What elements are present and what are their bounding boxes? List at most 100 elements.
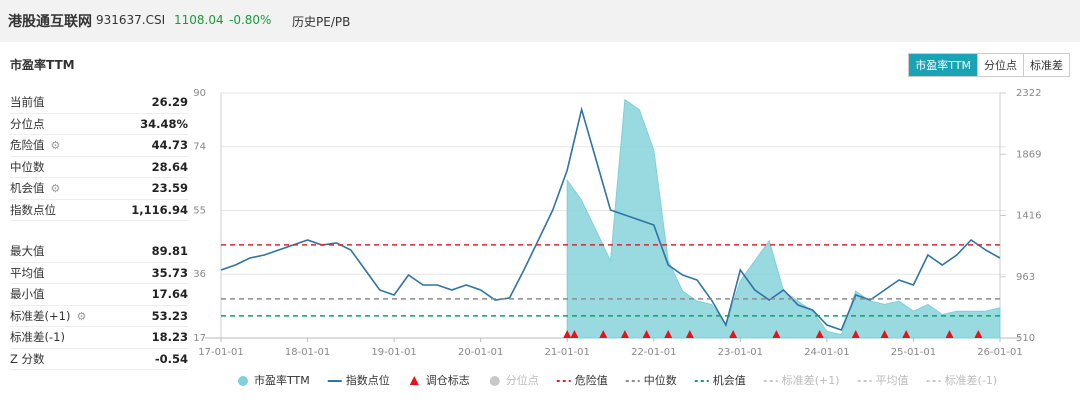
legend-item[interactable]: 中位数	[625, 373, 677, 387]
stats-row: 中位数 28.64	[10, 157, 188, 178]
stats-label-text: 最大值	[10, 244, 45, 258]
stats-row: 最小值 17.64	[10, 284, 188, 306]
y-tick-label: 55	[193, 205, 206, 216]
rebalance-marker	[945, 330, 954, 338]
stats-value: 35.73	[151, 265, 188, 280]
stats-row: 分位点 34.48%	[10, 114, 188, 135]
legend-label: 平均值	[876, 374, 909, 387]
stats-value: 26.29	[151, 95, 188, 109]
legend-item[interactable]: 调仓标志	[409, 373, 470, 387]
stats-row: 当前值 26.29	[10, 92, 188, 114]
gear-icon[interactable]: ⚙	[50, 182, 61, 195]
pe-area	[566, 98, 1001, 339]
x-tick-label: 22-01-01	[631, 347, 676, 358]
stats-label-text: 最小值	[10, 287, 45, 301]
rebalance-marker	[570, 330, 579, 338]
stats-label-text: 指数点位	[10, 202, 56, 217]
legend-item[interactable]: 平均值	[857, 374, 909, 387]
stats-value: 28.64	[151, 159, 188, 174]
legend-label: 分位点	[506, 373, 539, 387]
stats-label: 机会值 ⚙	[10, 178, 60, 199]
y2-tick-label: 1416	[1016, 211, 1041, 222]
legend-item[interactable]: 标准差(-1)	[926, 373, 998, 387]
page-tab[interactable]: 历史PE/PB	[292, 15, 351, 29]
header: 港股通互联网 931637.CSI 1108.04 -0.80% 历史PE/PB	[0, 0, 1080, 42]
stats-row: 标准差(+1) ⚙ 53.23	[10, 306, 188, 327]
rebalance-marker	[729, 330, 738, 338]
stats-value: 17.64	[151, 287, 188, 301]
index-title: 港股通互联网	[8, 14, 92, 30]
stats-label: 标准差(+1) ⚙	[10, 306, 86, 327]
gear-icon[interactable]: ⚙	[76, 309, 87, 323]
metric-buttons: 市盈率TTM 分位点 标准差	[908, 53, 1070, 77]
stats-value: 89.81	[151, 244, 188, 258]
stats-value: -0.54	[154, 351, 188, 366]
rebalance-marker	[685, 330, 694, 338]
legend-item[interactable]: 机会值	[694, 373, 746, 387]
stats-value: 44.73	[151, 138, 188, 152]
section-title: 市盈率TTM	[10, 58, 75, 72]
stats-value: 1,116.94	[131, 202, 188, 217]
index-price: 1108.04	[174, 13, 224, 27]
stats-label: 平均值	[10, 263, 45, 284]
rebalance-marker	[851, 330, 860, 338]
y-tick-label: 17	[193, 333, 206, 344]
rebalance-marker	[772, 330, 781, 338]
stats-label-text: 当前值	[10, 95, 45, 109]
index-change: -0.80%	[229, 13, 272, 27]
legend-swatch	[238, 376, 248, 386]
stats-label: 中位数	[10, 157, 45, 178]
stats-value: 53.23	[151, 308, 188, 323]
stats-row: 标准差(-1) 18.23	[10, 327, 188, 349]
stats-label: 标准差(-1)	[10, 327, 65, 348]
stats-label-text: 标准差(+1)	[10, 308, 71, 323]
stats-label: 最大值	[10, 241, 45, 262]
x-tick-label: 25-01-01	[891, 347, 936, 358]
legend-label: 中位数	[644, 373, 677, 387]
y2-tick-label: 1869	[1016, 149, 1041, 160]
rebalance-marker	[620, 330, 629, 338]
legend-label: 标准差(+1)	[782, 373, 840, 387]
y2-tick-label: 510	[1016, 333, 1035, 344]
stats-row: 危险值 ⚙ 44.73	[10, 135, 188, 157]
stats-label-text: 分位点	[10, 116, 45, 131]
x-tick-label: 17-01-01	[198, 347, 243, 358]
y-tick-label: 36	[193, 269, 206, 280]
legend-label: 指数点位	[346, 373, 390, 387]
stats-label-text: 中位数	[10, 159, 45, 174]
legend-item[interactable]: 危险值	[556, 373, 608, 387]
stats-row: 指数点位 1,116.94	[10, 200, 188, 221]
stats-label: 分位点	[10, 114, 45, 135]
x-tick-label: 19-01-01	[371, 347, 416, 358]
legend-item[interactable]: 标准差(+1)	[763, 373, 840, 387]
stats-label-text: 标准差(-1)	[10, 330, 65, 344]
y-tick-label: 74	[193, 142, 206, 153]
stats-row: 最大值 89.81	[10, 241, 188, 263]
legend-item[interactable]: 市盈率TTM	[238, 373, 310, 387]
stats-label-text: 机会值	[10, 181, 45, 195]
stats-label: Z 分数	[10, 349, 45, 370]
gear-icon[interactable]: ⚙	[50, 139, 61, 152]
stats-value: 18.23	[151, 330, 188, 344]
metric-button[interactable]: 市盈率TTM	[909, 54, 977, 76]
stats-label: 指数点位	[10, 200, 56, 221]
legend-label: 机会值	[713, 373, 746, 387]
x-tick-label: 24-01-01	[804, 347, 849, 358]
legend-swatch	[409, 376, 419, 385]
stats-value: 23.59	[151, 181, 188, 195]
legend-item[interactable]: 指数点位	[327, 373, 390, 387]
stats-row: Z 分数 -0.54	[10, 349, 188, 370]
legend-item[interactable]: 分位点	[489, 373, 539, 387]
legend-label: 危险值	[575, 373, 608, 387]
y2-tick-label: 2322	[1016, 88, 1041, 99]
metric-button[interactable]: 分位点	[977, 54, 1023, 76]
stats-label: 当前值	[10, 92, 45, 113]
stats-label-text: 危险值	[10, 138, 45, 152]
rebalance-marker	[880, 330, 889, 338]
rebalance-marker	[974, 330, 983, 338]
x-tick-label: 26-01-01	[977, 347, 1022, 358]
legend-label: 调仓标志	[426, 373, 470, 387]
legend-label: 市盈率TTM	[254, 373, 310, 387]
metric-button[interactable]: 标准差	[1023, 54, 1069, 76]
